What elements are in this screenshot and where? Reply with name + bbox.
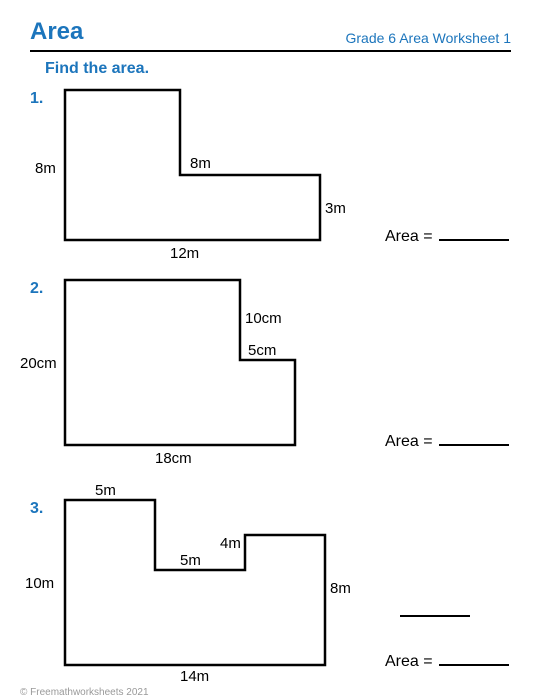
answer-2: Area = bbox=[385, 430, 509, 451]
q2-label-left: 20cm bbox=[20, 355, 57, 372]
answer-3-label: Area = bbox=[385, 653, 433, 671]
answer-3: Area = bbox=[385, 650, 509, 671]
answer-2-blank[interactable] bbox=[439, 430, 509, 446]
q3-label-bottom: 14m bbox=[180, 668, 209, 685]
q3-label-top: 5m bbox=[95, 482, 116, 499]
shape-2 bbox=[65, 280, 295, 445]
footer-text: © Freemathworksheets 2021 bbox=[20, 687, 149, 698]
question-number-1: 1. bbox=[30, 90, 43, 108]
question-number-3: 3. bbox=[30, 500, 43, 518]
q3-label-right: 8m bbox=[330, 580, 351, 597]
answer-1-blank[interactable] bbox=[439, 225, 509, 241]
worksheet-page: Area Grade 6 Area Worksheet 1 Find the a… bbox=[0, 0, 541, 700]
q2-label-notchv: 10cm bbox=[245, 310, 282, 327]
q2-label-bottom: 18cm bbox=[155, 450, 192, 467]
q1-label-topnotch: 8m bbox=[190, 155, 211, 172]
header: Area Grade 6 Area Worksheet 1 bbox=[30, 8, 511, 52]
page-subtitle: Grade 6 Area Worksheet 1 bbox=[346, 30, 512, 46]
q3-label-notchh: 5m bbox=[180, 552, 201, 569]
page-title: Area bbox=[30, 18, 83, 46]
q2-label-notchh: 5cm bbox=[248, 342, 276, 359]
shape-3 bbox=[65, 500, 325, 665]
question-number-2: 2. bbox=[30, 280, 43, 298]
answer-2-label: Area = bbox=[385, 433, 433, 451]
q3-label-notchv: 4m bbox=[220, 535, 241, 552]
answer-3-extra-blank[interactable] bbox=[400, 615, 470, 617]
answer-3-blank[interactable] bbox=[439, 650, 509, 666]
answer-1: Area = bbox=[385, 225, 509, 246]
q1-label-bottom: 12m bbox=[170, 245, 199, 262]
answer-1-label: Area = bbox=[385, 228, 433, 246]
instruction-text: Find the area. bbox=[45, 60, 149, 78]
q1-label-left: 8m bbox=[35, 160, 56, 177]
q1-label-right: 3m bbox=[325, 200, 346, 217]
q3-label-left: 10m bbox=[25, 575, 54, 592]
